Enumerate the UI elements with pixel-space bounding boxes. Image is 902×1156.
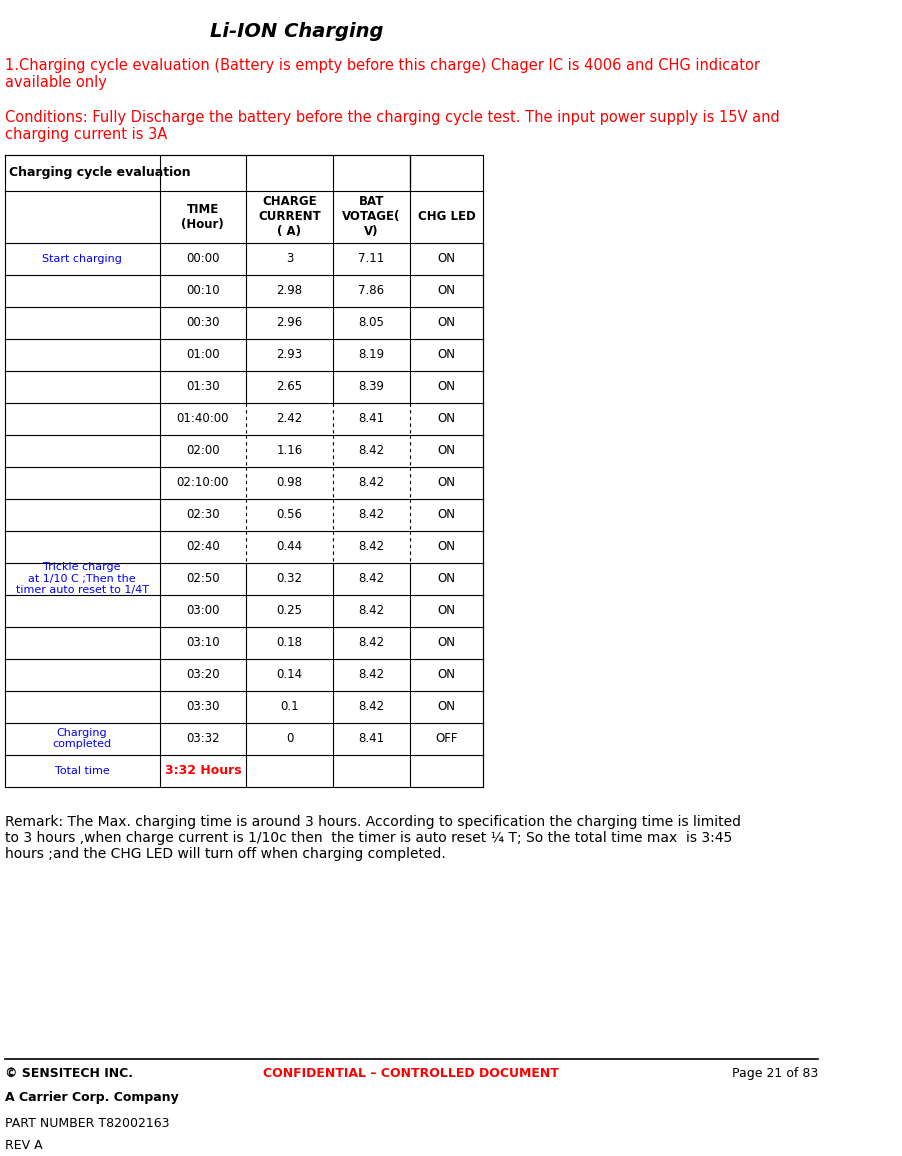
- Text: A Carrier Corp. Company: A Carrier Corp. Company: [5, 1091, 179, 1104]
- Text: Trickle charge
at 1/10 C ;Then the
timer auto reset to 1/4T: Trickle charge at 1/10 C ;Then the timer…: [15, 562, 149, 595]
- Text: 0.56: 0.56: [277, 509, 302, 521]
- Text: Total time: Total time: [55, 765, 109, 776]
- Text: ON: ON: [437, 605, 456, 617]
- Text: 8.42: 8.42: [358, 572, 384, 585]
- Text: ON: ON: [437, 668, 456, 681]
- Text: ON: ON: [437, 413, 456, 425]
- Text: 8.19: 8.19: [358, 348, 384, 362]
- Text: 00:00: 00:00: [186, 252, 219, 266]
- Text: 02:10:00: 02:10:00: [177, 476, 229, 489]
- Text: ON: ON: [437, 476, 456, 489]
- Text: ON: ON: [437, 317, 456, 329]
- Text: 0.1: 0.1: [281, 701, 299, 713]
- Text: ON: ON: [437, 636, 456, 650]
- Text: ON: ON: [437, 540, 456, 554]
- Text: 00:30: 00:30: [186, 317, 219, 329]
- Text: 3: 3: [286, 252, 293, 266]
- Text: 0.14: 0.14: [276, 668, 302, 681]
- Text: 8.41: 8.41: [358, 732, 384, 746]
- Text: 02:50: 02:50: [186, 572, 220, 585]
- Text: Charging
completed: Charging completed: [52, 728, 112, 749]
- Text: 01:30: 01:30: [186, 380, 220, 393]
- Text: BAT
VOTAGE(
V): BAT VOTAGE( V): [343, 195, 400, 238]
- Text: 01:40:00: 01:40:00: [177, 413, 229, 425]
- Text: 0.44: 0.44: [276, 540, 302, 554]
- Text: 02:30: 02:30: [186, 509, 220, 521]
- Text: Remark: The Max. charging time is around 3 hours. According to specification the: Remark: The Max. charging time is around…: [5, 815, 741, 861]
- Text: ON: ON: [437, 701, 456, 713]
- Text: 03:30: 03:30: [186, 701, 219, 713]
- Text: 8.42: 8.42: [358, 444, 384, 458]
- Text: 02:00: 02:00: [186, 444, 220, 458]
- Text: 8.42: 8.42: [358, 668, 384, 681]
- Text: 00:10: 00:10: [186, 284, 220, 297]
- Text: OFF: OFF: [436, 732, 458, 746]
- Text: 0.18: 0.18: [277, 636, 302, 650]
- Text: ON: ON: [437, 509, 456, 521]
- Text: 2.42: 2.42: [276, 413, 302, 425]
- Text: Conditions: Fully Discharge the battery before the charging cycle test. The inpu: Conditions: Fully Discharge the battery …: [5, 110, 779, 142]
- Text: 2.93: 2.93: [276, 348, 302, 362]
- Text: 1.16: 1.16: [276, 444, 302, 458]
- Text: 8.42: 8.42: [358, 540, 384, 554]
- Text: Page 21 of 83: Page 21 of 83: [732, 1067, 818, 1081]
- Text: ON: ON: [437, 348, 456, 362]
- Text: Charging cycle evaluation: Charging cycle evaluation: [9, 166, 190, 179]
- Text: 2.98: 2.98: [276, 284, 302, 297]
- Text: 8.42: 8.42: [358, 636, 384, 650]
- Text: 7.11: 7.11: [358, 252, 384, 266]
- Text: 01:00: 01:00: [186, 348, 220, 362]
- Text: © SENSITECH INC.: © SENSITECH INC.: [5, 1067, 133, 1081]
- Text: 0: 0: [286, 732, 293, 746]
- Text: 2.96: 2.96: [276, 317, 302, 329]
- Text: 03:32: 03:32: [186, 732, 220, 746]
- Text: 8.42: 8.42: [358, 476, 384, 489]
- Text: ON: ON: [437, 380, 456, 393]
- Text: 8.42: 8.42: [358, 605, 384, 617]
- Text: 03:20: 03:20: [186, 668, 220, 681]
- Text: 0.98: 0.98: [277, 476, 302, 489]
- Text: ON: ON: [437, 572, 456, 585]
- Text: 8.39: 8.39: [359, 380, 384, 393]
- Text: 3:32 Hours: 3:32 Hours: [164, 764, 241, 777]
- Text: TIME
(Hour): TIME (Hour): [181, 202, 225, 231]
- Text: 03:00: 03:00: [186, 605, 219, 617]
- Text: ON: ON: [437, 284, 456, 297]
- Text: 1.Charging cycle evaluation (Battery is empty before this charge) Chager IC is 4: 1.Charging cycle evaluation (Battery is …: [5, 58, 759, 90]
- Text: 02:40: 02:40: [186, 540, 220, 554]
- Text: 8.41: 8.41: [358, 413, 384, 425]
- Text: Start charging: Start charging: [42, 254, 122, 264]
- Text: ON: ON: [437, 444, 456, 458]
- Text: 8.42: 8.42: [358, 701, 384, 713]
- Text: CHG LED: CHG LED: [418, 210, 475, 223]
- Text: REV A: REV A: [5, 1140, 42, 1153]
- Text: PART NUMBER T82002163: PART NUMBER T82002163: [5, 1118, 169, 1131]
- Text: Li-ION Charging: Li-ION Charging: [209, 22, 383, 40]
- Text: CONFIDENTIAL – CONTROLLED DOCUMENT: CONFIDENTIAL – CONTROLLED DOCUMENT: [263, 1067, 559, 1081]
- Text: ON: ON: [437, 252, 456, 266]
- Text: 0.25: 0.25: [277, 605, 302, 617]
- Text: 03:10: 03:10: [186, 636, 220, 650]
- Text: 8.05: 8.05: [359, 317, 384, 329]
- Text: 2.65: 2.65: [276, 380, 302, 393]
- Text: CHARGE
CURRENT
( A): CHARGE CURRENT ( A): [258, 195, 321, 238]
- Text: 8.42: 8.42: [358, 509, 384, 521]
- Text: 0.32: 0.32: [277, 572, 302, 585]
- Text: 7.86: 7.86: [358, 284, 384, 297]
